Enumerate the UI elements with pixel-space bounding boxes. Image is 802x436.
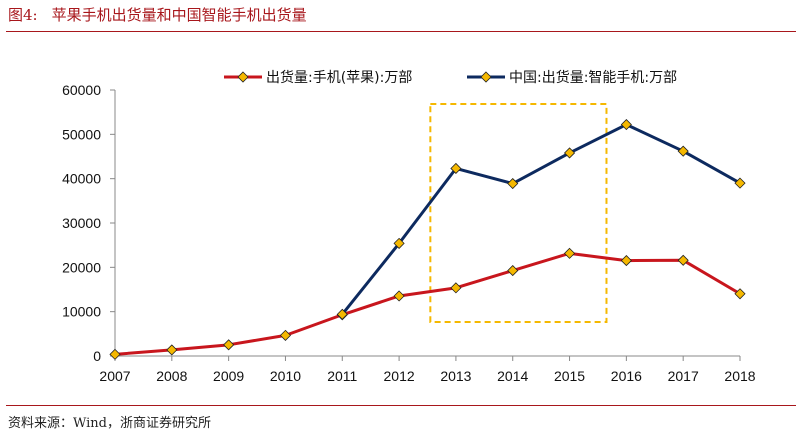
title-divider bbox=[6, 31, 796, 32]
highlight-box bbox=[429, 103, 608, 323]
data-point bbox=[563, 247, 576, 259]
x-tick-label: 2018 bbox=[724, 368, 755, 384]
y-tick-label: 10000 bbox=[62, 304, 101, 320]
data-point bbox=[450, 282, 462, 294]
series-lines bbox=[114, 123, 741, 356]
line-chart: 出货量:手机(苹果):万部 中国:出货量:智能手机:万部 0 10000 20000 3… bbox=[62, 69, 756, 384]
source-note: 资料来源：Wind，浙商证券研究所 bbox=[8, 416, 211, 431]
data-point bbox=[507, 177, 519, 190]
x-tick-label: 2013 bbox=[440, 368, 471, 384]
x-tick-label: 2016 bbox=[611, 368, 642, 384]
figure-title-text: 苹果手机出货量和中国智能手机出货量 bbox=[51, 6, 307, 24]
x-tick-label: 2012 bbox=[384, 368, 415, 384]
data-point bbox=[620, 119, 632, 131]
y-tick-label: 0 bbox=[93, 348, 101, 364]
data-point bbox=[336, 308, 348, 320]
x-tick-label: 2008 bbox=[156, 368, 187, 384]
data-point bbox=[450, 162, 462, 175]
x-tick-label: 2017 bbox=[668, 368, 699, 384]
data-point bbox=[677, 254, 689, 266]
legend-label: 中国:出货量:智能手机:万部 bbox=[509, 69, 677, 86]
y-tick-label: 50000 bbox=[62, 126, 101, 142]
data-point bbox=[166, 344, 178, 356]
figure-label: 图4: bbox=[8, 6, 38, 24]
x-tick-label: 2014 bbox=[497, 368, 528, 384]
chart-axes: 0 10000 20000 30000 40000 50000 60000 2007 2008 2… bbox=[62, 82, 756, 384]
data-point bbox=[734, 288, 746, 300]
x-tick-label: 2009 bbox=[213, 368, 244, 384]
footer-divider bbox=[6, 405, 796, 406]
x-tick-label: 2010 bbox=[270, 368, 301, 384]
highlight-layer bbox=[429, 103, 608, 323]
y-tick-label: 60000 bbox=[62, 82, 101, 98]
data-point bbox=[109, 348, 121, 360]
data-point bbox=[620, 255, 632, 267]
y-tick-label: 40000 bbox=[62, 171, 101, 187]
legend-marker bbox=[480, 71, 492, 83]
y-tick-label: 20000 bbox=[62, 259, 101, 275]
chart-legend: 出货量:手机(苹果):万部 中国:出货量:智能手机:万部 bbox=[224, 69, 677, 86]
data-point bbox=[393, 237, 405, 249]
data-point bbox=[393, 290, 405, 302]
legend-marker bbox=[237, 71, 249, 83]
data-point bbox=[223, 339, 235, 351]
data-point bbox=[279, 329, 292, 341]
figure-title: 图4: 苹果手机出货量和中国智能手机出货量 bbox=[8, 4, 307, 25]
data-point bbox=[563, 147, 576, 159]
data-point bbox=[507, 265, 519, 277]
y-tick-label: 30000 bbox=[62, 215, 101, 231]
series-line-1 bbox=[114, 251, 741, 356]
series-markers bbox=[109, 119, 746, 360]
x-tick-label: 2011 bbox=[327, 368, 357, 384]
legend-label: 出货量:手机(苹果):万部 bbox=[266, 69, 412, 86]
data-point bbox=[734, 177, 746, 189]
series-line-2 bbox=[341, 123, 741, 316]
x-tick-label: 2007 bbox=[99, 368, 130, 384]
data-point bbox=[677, 145, 689, 157]
x-tick-label: 2015 bbox=[554, 368, 585, 384]
